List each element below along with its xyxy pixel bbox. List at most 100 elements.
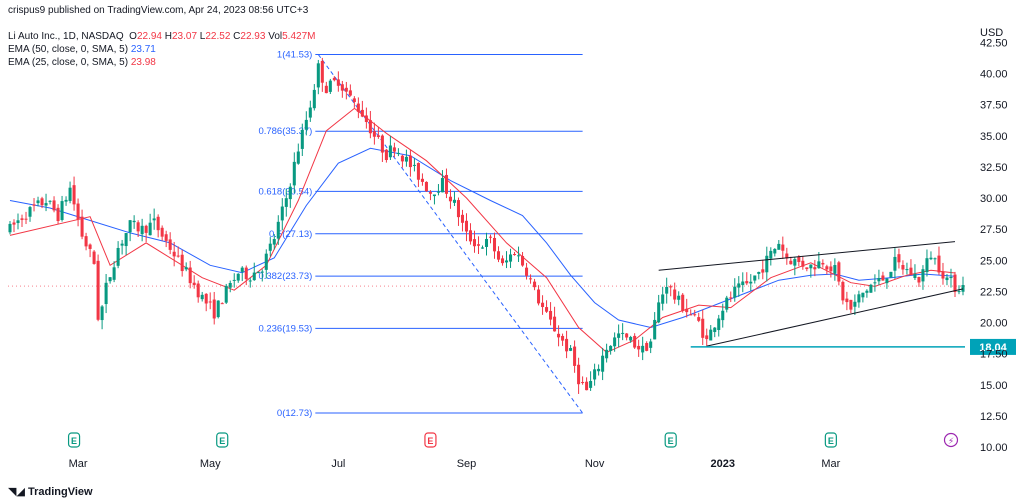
candle-body xyxy=(396,152,400,154)
candle-body xyxy=(96,260,100,320)
candle-body xyxy=(184,267,188,270)
candle-body xyxy=(893,256,897,271)
candle-body xyxy=(645,343,649,351)
x-tick-label: Mar xyxy=(69,458,88,470)
candle-body xyxy=(232,279,236,281)
ema50-legend[interactable]: EMA (50, close, 0, SMA, 5) 23.71 xyxy=(8,44,156,55)
candle-body xyxy=(200,294,204,300)
dividend-flash-icon[interactable]: ⚡ xyxy=(943,432,959,448)
earnings-icon[interactable]: E xyxy=(424,432,437,448)
ema25-legend[interactable]: EMA (25, close, 0, SMA, 5) 23.98 xyxy=(8,57,156,68)
candle-body xyxy=(236,273,240,281)
earnings-icon[interactable]: E xyxy=(67,432,81,448)
candle-body xyxy=(681,294,685,311)
candle-body xyxy=(348,90,352,96)
candle-body xyxy=(56,207,60,222)
candle-body xyxy=(629,336,633,341)
candle-body xyxy=(452,199,456,203)
earnings-icon[interactable]: E xyxy=(664,432,677,448)
candle-body xyxy=(753,275,757,281)
candle-body xyxy=(312,89,316,109)
candle-body xyxy=(829,266,833,272)
candle-body xyxy=(801,260,805,267)
candle-body xyxy=(725,297,729,310)
candle-body xyxy=(316,63,320,88)
candle-body xyxy=(809,264,813,269)
candle-body xyxy=(108,277,112,282)
candle-body xyxy=(921,269,925,282)
candle-body xyxy=(140,225,144,235)
candle-body xyxy=(929,257,933,260)
candle-body xyxy=(949,276,953,279)
candle-body xyxy=(164,234,168,241)
candle-body xyxy=(897,254,901,263)
candle-body xyxy=(857,294,861,303)
candle-body xyxy=(484,238,489,247)
candle-body xyxy=(521,255,525,266)
candle-body xyxy=(308,107,312,118)
fib-level-label: 0.236(19.53) xyxy=(258,323,312,334)
candle-body xyxy=(460,214,464,223)
candle-body xyxy=(773,248,777,254)
candle-body xyxy=(468,230,473,242)
candle-body xyxy=(68,187,72,201)
candle-body xyxy=(561,335,565,341)
candle-body xyxy=(324,85,328,94)
y-tick-label: 22.50 xyxy=(980,286,1008,298)
candle-body xyxy=(52,200,56,211)
candle-body xyxy=(276,221,280,239)
candle-body xyxy=(448,196,452,202)
candle-body xyxy=(492,237,497,252)
candle-body xyxy=(849,299,853,310)
candle-body xyxy=(797,256,801,263)
candle-body xyxy=(837,262,841,282)
candle-body xyxy=(953,274,957,293)
y-tick-label: 42.50 xyxy=(980,37,1008,49)
candle-body xyxy=(340,84,344,91)
candle-body xyxy=(749,281,753,284)
open-value: 22.94 xyxy=(136,31,162,42)
candle-body xyxy=(733,286,737,298)
candle-body xyxy=(104,282,108,305)
candle-body xyxy=(549,310,553,320)
candle-body xyxy=(28,207,32,217)
candle-body xyxy=(597,368,601,372)
high-value: 23.07 xyxy=(171,31,198,42)
candle-body xyxy=(32,204,36,206)
candle-body xyxy=(432,194,436,197)
y-tick-label: 20.00 xyxy=(980,318,1008,330)
candle-body xyxy=(412,164,416,166)
tradingview-logo[interactable]: ◥◢ TradingView xyxy=(8,485,93,498)
candle-body xyxy=(757,271,761,274)
candle-body xyxy=(80,216,84,237)
candle-body xyxy=(144,225,148,233)
candle-body xyxy=(84,236,88,247)
candle-body xyxy=(196,283,200,298)
candle-body xyxy=(769,250,773,259)
candle-body xyxy=(496,251,501,260)
candle-body xyxy=(300,129,304,149)
candle-body xyxy=(424,181,428,192)
candle-body xyxy=(805,267,809,270)
candle-body xyxy=(617,333,621,338)
candle-body xyxy=(913,273,917,278)
candle-body xyxy=(36,200,40,204)
fibonacci-retracement: 1(41.53) 0.786(35.37) 0.618(30.54) 0.5(27.1… xyxy=(8,50,965,419)
candle-body xyxy=(176,255,180,257)
candle-body xyxy=(877,278,881,282)
candle-body xyxy=(60,201,64,220)
x-tick-label: Jul xyxy=(331,458,345,470)
candle-body xyxy=(761,269,765,273)
candle-body xyxy=(456,200,460,218)
earnings-icon[interactable]: E xyxy=(216,432,229,448)
wedge-lower-line xyxy=(706,288,964,347)
candle-body xyxy=(793,259,797,266)
candle-body xyxy=(72,185,76,205)
candle-body xyxy=(817,261,821,269)
tradingview-brand: TradingView xyxy=(27,486,93,498)
candle-body xyxy=(24,218,28,220)
candle-body xyxy=(905,269,909,271)
earnings-icon[interactable]: E xyxy=(824,432,837,448)
candle-body xyxy=(745,281,749,284)
